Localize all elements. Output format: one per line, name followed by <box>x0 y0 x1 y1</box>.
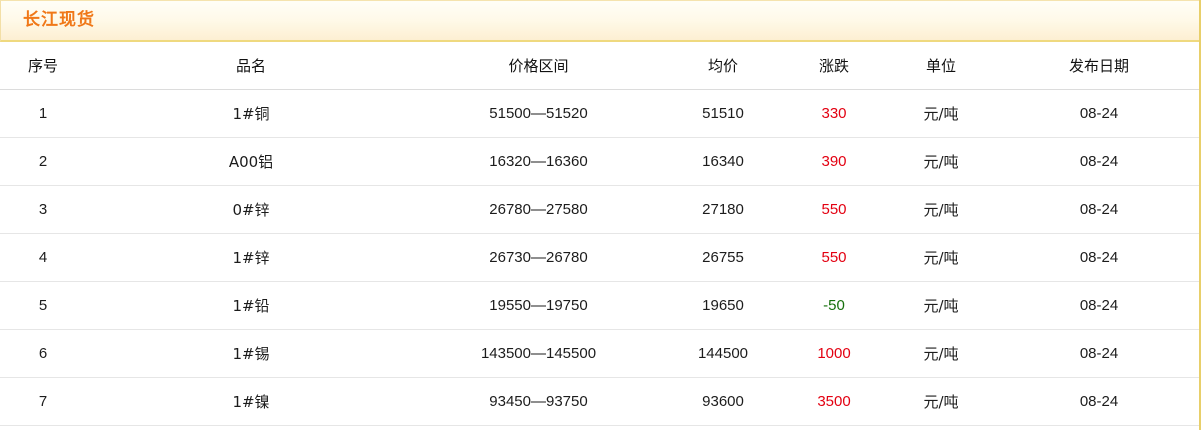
cell-name: 0#锌 <box>86 185 416 234</box>
cell-avg: 144500 <box>661 329 785 378</box>
cell-change: 390 <box>785 137 883 186</box>
cell-change: 3500 <box>785 377 883 426</box>
cell-index: 5 <box>0 281 86 330</box>
cell-date: 08-24 <box>999 281 1199 330</box>
cell-avg: 26755 <box>661 233 785 282</box>
cell-index: 4 <box>0 233 86 282</box>
cell-unit: 元/吨 <box>883 329 999 378</box>
cell-unit: 元/吨 <box>883 185 999 234</box>
table-row[interactable]: 6 1#锡 143500—145500 144500 1000 元/吨 08-2… <box>0 329 1199 378</box>
cell-index: 3 <box>0 185 86 234</box>
column-header-range: 价格区间 <box>416 42 661 90</box>
table-row[interactable]: 1 1#铜 51500—51520 51510 330 元/吨 08-24 <box>0 89 1199 138</box>
table-row[interactable]: 7 1#镍 93450—93750 93600 3500 元/吨 08-24 <box>0 377 1199 426</box>
cell-unit: 元/吨 <box>883 377 999 426</box>
cell-name: 1#镍 <box>86 377 416 426</box>
cell-index: 7 <box>0 377 86 426</box>
table-header-row: 序号 品名 价格区间 均价 涨跌 单位 发布日期 <box>0 42 1199 90</box>
cell-date: 08-24 <box>999 89 1199 138</box>
cell-index: 6 <box>0 329 86 378</box>
table-body: 1 1#铜 51500—51520 51510 330 元/吨 08-24 2 … <box>0 89 1199 426</box>
column-header-unit: 单位 <box>883 42 999 90</box>
cell-range: 26780—27580 <box>416 185 661 234</box>
cell-range: 26730—26780 <box>416 233 661 282</box>
table-row[interactable]: 4 1#锌 26730—26780 26755 550 元/吨 08-24 <box>0 233 1199 282</box>
column-header-date: 发布日期 <box>999 42 1199 90</box>
cell-date: 08-24 <box>999 377 1199 426</box>
cell-unit: 元/吨 <box>883 89 999 138</box>
panel-title-bar: 长江现货 <box>0 0 1199 42</box>
cell-change: 1000 <box>785 329 883 378</box>
cell-unit: 元/吨 <box>883 233 999 282</box>
cell-range: 19550—19750 <box>416 281 661 330</box>
cell-avg: 27180 <box>661 185 785 234</box>
cell-unit: 元/吨 <box>883 281 999 330</box>
table-row[interactable]: 5 1#铅 19550—19750 19650 -50 元/吨 08-24 <box>0 281 1199 330</box>
column-header-change: 涨跌 <box>785 42 883 90</box>
table-header: 序号 品名 价格区间 均价 涨跌 单位 发布日期 <box>0 42 1199 90</box>
cell-name: 1#铜 <box>86 89 416 138</box>
spot-price-table: 序号 品名 价格区间 均价 涨跌 单位 发布日期 1 1#铜 51500—515… <box>0 42 1199 426</box>
cell-avg: 93600 <box>661 377 785 426</box>
cell-change: 550 <box>785 185 883 234</box>
cell-unit: 元/吨 <box>883 137 999 186</box>
cell-range: 93450—93750 <box>416 377 661 426</box>
cell-date: 08-24 <box>999 185 1199 234</box>
cell-avg: 51510 <box>661 89 785 138</box>
cell-name: 1#铅 <box>86 281 416 330</box>
cell-range: 51500—51520 <box>416 89 661 138</box>
cell-date: 08-24 <box>999 233 1199 282</box>
cell-range: 143500—145500 <box>416 329 661 378</box>
cell-index: 1 <box>0 89 86 138</box>
cell-name: A00铝 <box>86 137 416 186</box>
cell-change: -50 <box>785 281 883 330</box>
cell-avg: 16340 <box>661 137 785 186</box>
column-header-name: 品名 <box>86 42 416 90</box>
table-row[interactable]: 2 A00铝 16320—16360 16340 390 元/吨 08-24 <box>0 137 1199 186</box>
cell-name: 1#锡 <box>86 329 416 378</box>
cell-date: 08-24 <box>999 137 1199 186</box>
table-row[interactable]: 3 0#锌 26780—27580 27180 550 元/吨 08-24 <box>0 185 1199 234</box>
cell-change: 330 <box>785 89 883 138</box>
column-header-avg: 均价 <box>661 42 785 90</box>
cell-index: 2 <box>0 137 86 186</box>
column-header-index: 序号 <box>0 42 86 90</box>
cell-name: 1#锌 <box>86 233 416 282</box>
cell-range: 16320—16360 <box>416 137 661 186</box>
cell-avg: 19650 <box>661 281 785 330</box>
cell-change: 550 <box>785 233 883 282</box>
page-title: 长江现货 <box>23 10 95 30</box>
cell-date: 08-24 <box>999 329 1199 378</box>
